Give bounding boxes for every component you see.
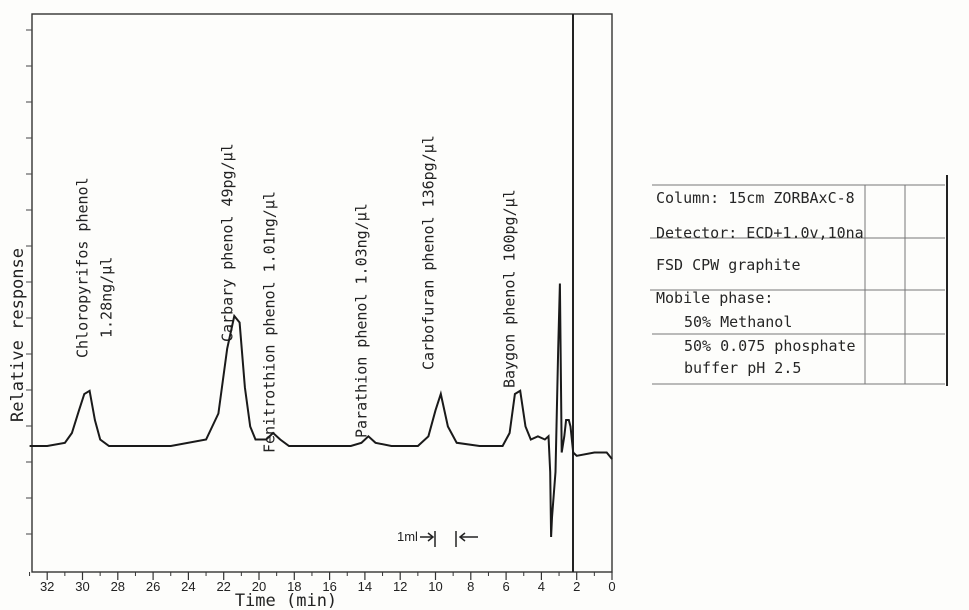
plot-frame — [31, 13, 613, 573]
column-info: Column: 15cm ZORBAxC-8 — [656, 189, 855, 207]
x-tick-label: 12 — [393, 579, 407, 594]
x-tick-label: 8 — [467, 579, 474, 594]
peak-labels: Chloropyrifos phenol 1.28ng/µl Carbary phe… — [74, 135, 519, 453]
flow-arrow-left-head — [427, 532, 435, 542]
fsd-info: FSD CPW graphite — [656, 256, 801, 274]
detector-info: Detector: ECD+1.0v,10na — [656, 224, 864, 242]
peak-label: Baygon phenol 100pg/µl — [501, 189, 519, 388]
x-tick-label: 20 — [252, 579, 266, 594]
peak-amount-label: 1.28ng/µl — [98, 257, 116, 338]
x-tick-label: 32 — [40, 579, 54, 594]
peak-label: Carbofuran phenol 136pg/µl — [420, 135, 438, 370]
methanol-info: 50% Methanol — [684, 313, 793, 331]
x-tick-label: 0 — [608, 579, 615, 594]
peak-label: Chloropyrifos phenol — [74, 177, 92, 358]
phosphate-info: 50% 0.075 phosphate — [684, 337, 856, 355]
y-axis-title: Relative response — [8, 248, 28, 422]
peak-label: Fenitrothion phenol 1.01ng/µl — [261, 191, 279, 453]
flow-annotation: 1ml — [397, 529, 478, 547]
x-tick-label: 30 — [75, 579, 89, 594]
buffer-info: buffer pH 2.5 — [684, 359, 802, 377]
x-tick-label: 24 — [181, 579, 195, 594]
flow-annotation-label: 1ml — [397, 529, 418, 544]
x-tick-label: 14 — [358, 579, 372, 594]
x-tick-label: 4 — [538, 579, 545, 594]
x-tick-label: 2 — [573, 579, 580, 594]
conditions-table-grid — [650, 175, 948, 386]
flow-arrow-right-head — [458, 532, 466, 542]
chromatogram-trace — [29, 283, 613, 538]
peak-label: Parathion phenol 1.03ng/µl — [352, 203, 370, 438]
x-tick-label: 28 — [111, 579, 125, 594]
x-tick-label: 10 — [428, 579, 442, 594]
x-tick-label: 26 — [146, 579, 160, 594]
x-tick-label: 18 — [287, 579, 301, 594]
x-axis-ticks: 32 30 28 26 24 22 20 18 16 14 12 10 8 6 4 2 0 — [26, 29, 616, 594]
x-tick-label: 16 — [322, 579, 336, 594]
x-tick-label: 22 — [216, 579, 230, 594]
mobile-phase-info: Mobile phase: — [656, 289, 774, 307]
x-axis-title: Time (min) — [235, 591, 337, 610]
x-tick-label: 6 — [502, 579, 509, 594]
peak-label: Carbary phenol 49pg/µl — [218, 143, 236, 342]
